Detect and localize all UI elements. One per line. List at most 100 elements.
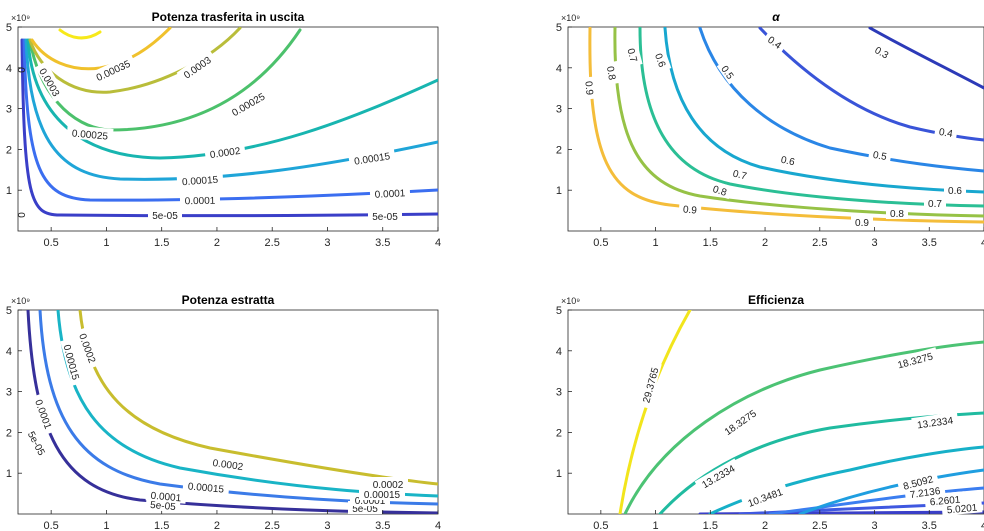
contour-line (22, 38, 438, 202)
contour-label: 5e-05 (352, 504, 378, 515)
x-tick-label: 0.5 (44, 237, 59, 249)
x-tick-label: 1.5 (154, 520, 169, 531)
contour-label: 0.7 (732, 168, 749, 182)
x-tick-label: 0.5 (593, 520, 608, 531)
y-tick-label: 4 (6, 346, 12, 358)
y-multiplier: ×10⁹ (11, 296, 30, 306)
contour-line (798, 468, 984, 514)
contour-label: 0.7 (624, 47, 638, 64)
x-tick-label: 3.5 (375, 237, 390, 249)
x-tick-label: 1 (653, 237, 659, 249)
y-tick-label: 2 (556, 144, 562, 156)
contour-label: 0.00015 (364, 490, 401, 501)
y-tick-label: 2 (556, 427, 562, 439)
chart-panel-4: Efficienza ×10⁹ 0.5 1 1.5 2 2.5 3 3.5 4 1 2 3 4 5 5.020… (556, 293, 984, 531)
contour-label: 5e-05 (372, 212, 398, 223)
x-tick-label: 1.5 (703, 520, 718, 531)
x-tick-label: 3 (871, 520, 877, 531)
chart-panel-2: α×10⁹0.511.522.533.54123450.30.40.40.50.… (556, 10, 984, 249)
contour-label: 0.00015 (187, 481, 224, 495)
contour-line (663, 27, 984, 194)
contour-line (638, 27, 984, 208)
x-tick-label: 3 (871, 237, 877, 249)
x-tick-label: 2 (214, 520, 220, 531)
contour-line (758, 27, 984, 142)
contour-label: 0.0001 (375, 188, 407, 201)
x-tick-label: 3 (324, 237, 330, 249)
contour-label: 0.00025 (71, 128, 108, 142)
contour-label: 0.9 (855, 218, 869, 229)
contour-line (618, 310, 692, 514)
contour-label: 0.9 (582, 81, 594, 96)
y-tick-label: 2 (6, 427, 12, 439)
contour-label: 5e-05 (150, 500, 177, 513)
y-multiplier: ×10⁹ (561, 13, 580, 23)
contour-label: 0.7 (928, 199, 942, 210)
x-tick-label: 0.5 (44, 520, 59, 531)
y-tick-label: 3 (556, 104, 562, 116)
x-tick-label: 1 (103, 237, 109, 249)
contour-label: 0.0001 (355, 496, 386, 507)
x-tick-label: 1 (103, 520, 109, 531)
contour-label: 5.0201 (946, 503, 978, 517)
contour-label: 0.9 (682, 204, 697, 216)
x-tick-label: 4 (435, 237, 441, 249)
contour-label: 6.2601 (929, 495, 961, 509)
chart-panel-3: Potenza estratta ×10⁹ 0.5 1 1.5 2 2.5 3 3.5 4 1 2 3 4… (6, 293, 441, 531)
y-tick-label: 5 (556, 22, 562, 34)
contour-line (26, 38, 438, 160)
chart-title: Potenza trasferita in uscita (152, 10, 305, 24)
x-tick-label: 3.5 (922, 520, 937, 531)
y-tick-label: 1 (6, 468, 12, 480)
x-tick-label: 2 (762, 520, 768, 531)
contour-label: 0.4 (938, 127, 954, 140)
contour-line (588, 27, 984, 224)
chart-panel-1: Potenza trasferita in uscita ×10⁹ 0.5 1 1.5 2… (6, 10, 441, 249)
x-tick-label: 2.5 (812, 520, 827, 531)
contour-line (613, 27, 984, 218)
x-tick-label: 2.5 (265, 520, 280, 531)
chart-title: Potenza estratta (182, 293, 275, 307)
x-tick-label: 4 (981, 520, 984, 531)
y-multiplier: ×10⁹ (561, 296, 580, 306)
y-tick-label: 4 (556, 63, 562, 75)
contour-label: 7.2136 (909, 486, 941, 501)
contour-label: 0.8 (604, 65, 617, 81)
contour-label: 5e-05 (152, 211, 178, 222)
contour-label: 0.0002 (212, 458, 244, 473)
contour-label: 0.5 (872, 150, 888, 163)
contour-line (868, 27, 984, 90)
y-tick-label: 2 (6, 144, 12, 156)
y-tick-label: 1 (556, 468, 562, 480)
y-tick-label: 1 (556, 185, 562, 197)
x-tick-label: 2 (762, 237, 768, 249)
x-tick-label: 4 (981, 237, 984, 249)
contour-label: 0.6 (780, 155, 796, 169)
contour-line (20, 38, 438, 218)
chart-title: α (772, 10, 780, 24)
contour-line (768, 486, 984, 514)
x-tick-label: 3 (324, 520, 330, 531)
contour-line (623, 340, 984, 514)
y-tick-label: 3 (556, 387, 562, 399)
contour-label: 0.0001 (185, 196, 216, 208)
contour-label: 0.8 (711, 184, 728, 199)
y-tick-label: 5 (6, 22, 12, 34)
x-tick-label: 0.5 (593, 237, 608, 249)
x-tick-label: 2.5 (812, 237, 827, 249)
y-tick-label: 5 (6, 305, 12, 317)
contour-label: 0.6 (948, 186, 962, 197)
contour-label: 0.0002 (373, 480, 404, 491)
x-tick-label: 4 (435, 520, 441, 531)
y-tick-label: 3 (6, 387, 12, 399)
contour-label: 0.0002 (209, 146, 241, 161)
x-tick-label: 1.5 (703, 237, 718, 249)
y-tick-label: 3 (6, 104, 12, 116)
y-tick-label: 5 (556, 305, 562, 317)
x-tick-label: 3.5 (922, 237, 937, 249)
contour-label: 0.0001 (150, 491, 182, 505)
y-tick-label: 4 (6, 63, 12, 75)
contour-line (24, 38, 438, 181)
contour-label: 0 (15, 67, 26, 73)
